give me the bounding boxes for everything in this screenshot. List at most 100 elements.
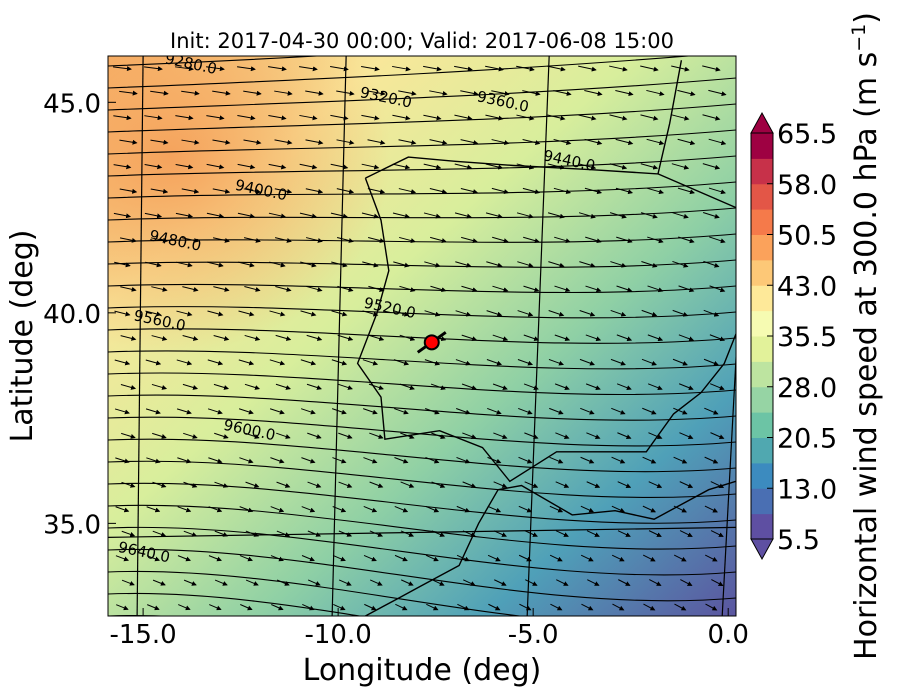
wind-arrow bbox=[208, 457, 223, 464]
colorbar-segment bbox=[751, 488, 773, 515]
wind-arrow bbox=[363, 506, 378, 513]
wind-arrow bbox=[399, 236, 416, 243]
wind-arrow bbox=[485, 65, 504, 72]
wind-arrow bbox=[555, 530, 569, 537]
wind-arrow bbox=[113, 66, 132, 72]
wind-arrow bbox=[463, 579, 476, 586]
wind-arrow bbox=[244, 383, 261, 390]
wind-arrow bbox=[307, 481, 322, 488]
wind-arrow bbox=[175, 212, 194, 219]
wind-arrow bbox=[362, 261, 379, 268]
wind-arrow bbox=[151, 335, 168, 341]
wind-arrow bbox=[336, 90, 355, 96]
wind-arrow bbox=[586, 481, 601, 488]
wind-arrow bbox=[147, 604, 160, 611]
colorbar-tick-label: 58.0 bbox=[777, 170, 837, 201]
wind-arrow bbox=[145, 261, 162, 268]
wind-arrow bbox=[214, 481, 229, 488]
wind-arrow bbox=[643, 603, 656, 611]
wind-arrow bbox=[640, 65, 659, 72]
x-axis-ticks: -15.0 -10.0 -5.0 0.0 bbox=[109, 608, 749, 650]
wind-arrow bbox=[332, 457, 347, 464]
wind-arrow bbox=[671, 114, 690, 121]
colorbar-segment bbox=[751, 285, 773, 312]
wind-arrow bbox=[642, 505, 657, 513]
colorbar-segment bbox=[751, 386, 773, 413]
wind-arrow bbox=[367, 90, 386, 96]
colorbar-tick-label: 65.5 bbox=[777, 119, 837, 150]
wind-arrow bbox=[430, 383, 446, 390]
wind-arrow bbox=[648, 530, 662, 537]
wind-arrow bbox=[152, 432, 167, 439]
wind-arrow bbox=[121, 481, 136, 488]
wind-arrow bbox=[616, 334, 633, 342]
wind-arrow bbox=[549, 407, 564, 415]
wind-arrow bbox=[364, 603, 377, 611]
wind-arrow bbox=[432, 579, 445, 586]
wind-arrow bbox=[331, 261, 348, 268]
wind-arrow bbox=[305, 90, 324, 96]
wind-arrow bbox=[703, 309, 720, 317]
wind-arrow bbox=[243, 139, 262, 145]
wind-arrow bbox=[649, 579, 662, 586]
wind-arrow bbox=[238, 310, 255, 317]
wind-arrow bbox=[647, 236, 664, 244]
colorbar-segment bbox=[751, 133, 773, 159]
wind-arrow bbox=[336, 188, 355, 194]
wind-arrow bbox=[425, 408, 440, 415]
wind-arrow bbox=[549, 456, 564, 464]
wind-arrow bbox=[708, 187, 726, 195]
wind-arrow bbox=[120, 286, 137, 292]
wind-arrow bbox=[553, 90, 572, 96]
wind-arrow bbox=[615, 187, 634, 195]
wind-arrow bbox=[642, 456, 657, 464]
wind-arrow bbox=[424, 359, 441, 366]
contour-line bbox=[108, 155, 736, 177]
wind-arrow bbox=[268, 163, 287, 170]
wind-arrow bbox=[578, 65, 597, 72]
wind-arrow bbox=[400, 432, 415, 439]
wind-arrow bbox=[460, 187, 479, 194]
wind-arrow bbox=[640, 212, 658, 219]
wind-arrow bbox=[115, 506, 130, 513]
contour-line bbox=[108, 103, 736, 133]
wind-arrow bbox=[609, 114, 628, 121]
wind-arrow bbox=[547, 163, 566, 170]
wind-arrow bbox=[486, 359, 503, 366]
wind-arrow bbox=[300, 408, 316, 415]
contour-line bbox=[108, 129, 736, 155]
wind-arrow bbox=[176, 261, 193, 268]
wind-arrow bbox=[487, 456, 502, 464]
wind-arrow bbox=[305, 188, 324, 194]
wind-arrow bbox=[150, 139, 169, 145]
wind-arrow bbox=[646, 138, 665, 146]
colorbar-tick-label: 20.5 bbox=[777, 424, 837, 455]
wind-arrow bbox=[394, 554, 408, 562]
wind-arrow bbox=[486, 261, 503, 268]
contour-line bbox=[108, 350, 736, 370]
wind-arrow bbox=[212, 139, 231, 145]
y-tick-label: 35.0 bbox=[43, 510, 101, 540]
wind-arrow bbox=[456, 554, 470, 562]
wind-arrow bbox=[212, 90, 231, 96]
wind-arrow bbox=[337, 334, 354, 341]
wind-arrow bbox=[585, 236, 602, 244]
wind-arrow bbox=[181, 139, 200, 145]
wind-arrow bbox=[430, 236, 447, 243]
wind-arrow bbox=[430, 285, 447, 292]
wind-arrow bbox=[121, 530, 136, 537]
wind-arrow bbox=[429, 90, 448, 96]
colorbar-segment bbox=[751, 209, 773, 235]
wind-arrow bbox=[579, 261, 596, 268]
wind-arrow bbox=[485, 163, 504, 170]
wind-arrow bbox=[274, 139, 293, 145]
wind-arrow bbox=[182, 286, 199, 292]
wind-arrow bbox=[586, 530, 600, 537]
wind-arrow bbox=[338, 432, 353, 439]
contour-line bbox=[108, 504, 736, 550]
wind-arrow bbox=[152, 579, 166, 586]
wind-arrow bbox=[672, 260, 689, 268]
wind-arrow bbox=[207, 261, 224, 268]
meridian-line bbox=[721, 347, 736, 616]
